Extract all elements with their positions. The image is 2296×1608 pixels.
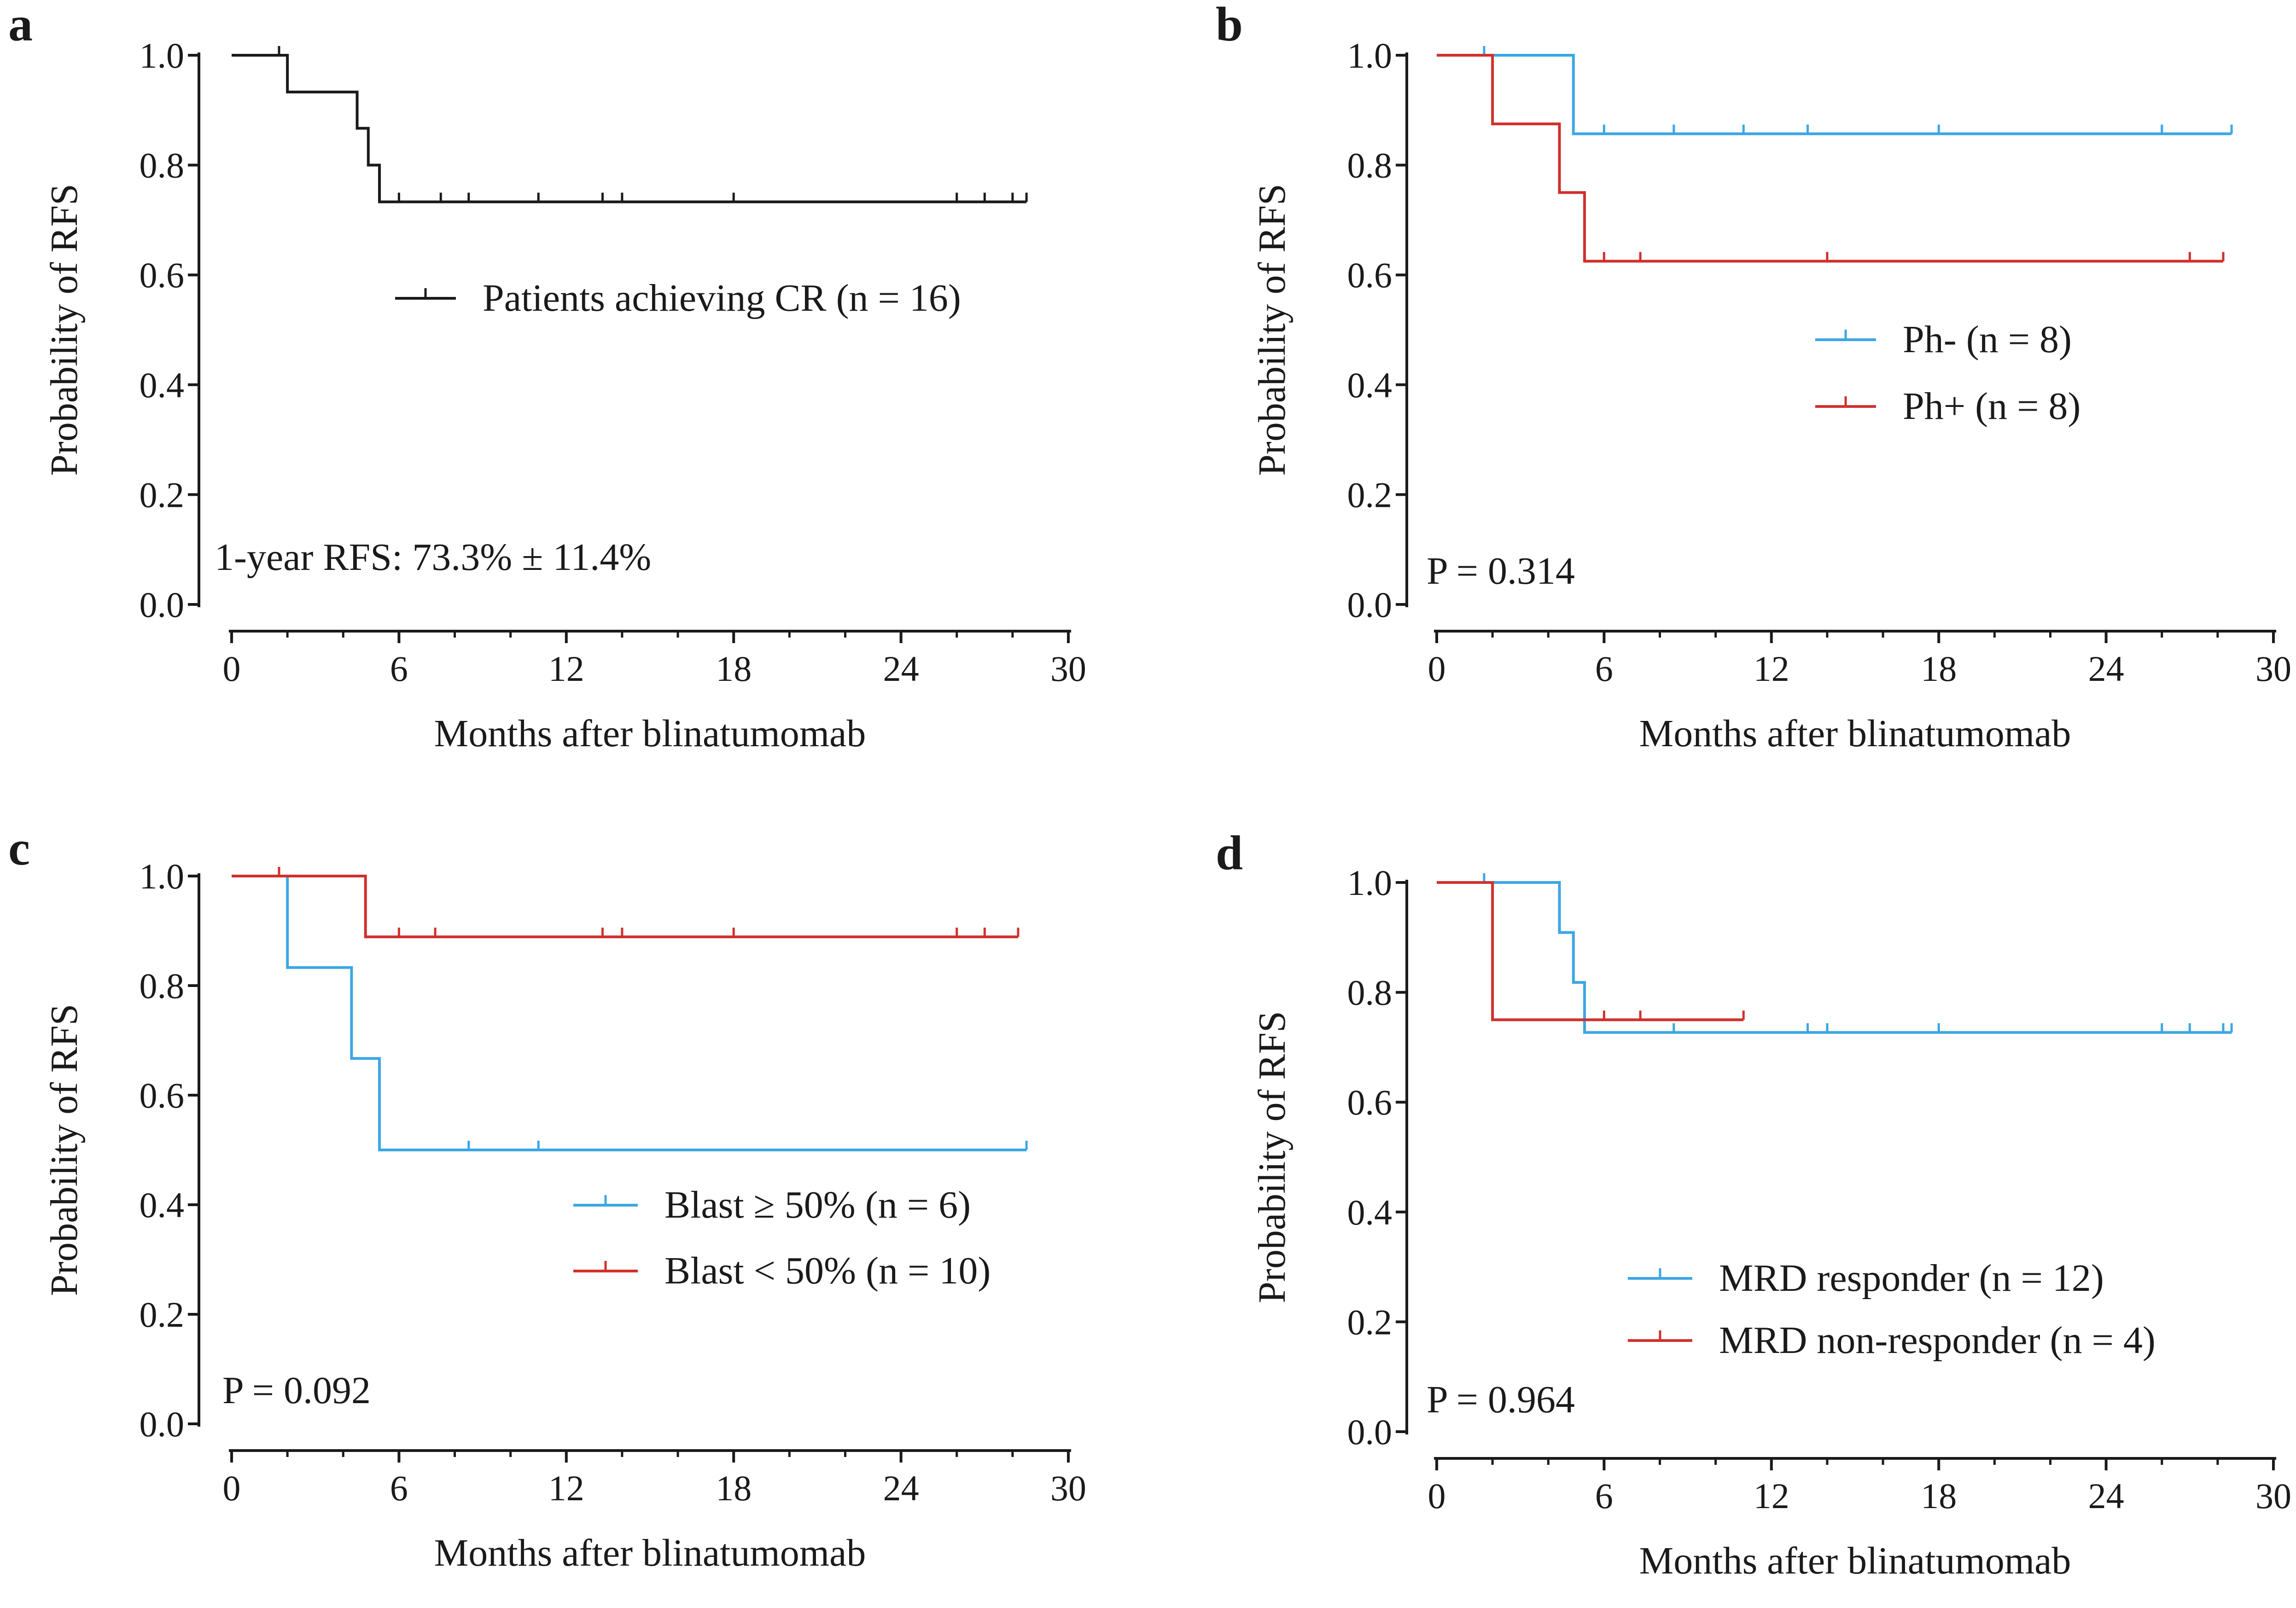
x-axis-title: Months after blinatumomab xyxy=(434,712,866,755)
y-tick-label: 0.8 xyxy=(1347,973,1393,1013)
y-tick-label: 0.0 xyxy=(1347,1412,1393,1452)
panel-letter: a xyxy=(8,0,33,51)
panel-letter: c xyxy=(8,821,30,875)
y-tick-label: 0.2 xyxy=(1347,1302,1393,1342)
x-tick-label: 6 xyxy=(1595,1476,1613,1516)
legend-label: Blast ≥ 50% (n = 6) xyxy=(664,1184,971,1226)
panel-letter: b xyxy=(1216,0,1243,51)
km-step-line xyxy=(232,54,1027,203)
x-tick-label: 6 xyxy=(390,1468,408,1508)
legend: Ph- (n = 8) Ph+ (n = 8) xyxy=(1815,318,2080,428)
legend-label: Patients achieving CR (n = 16) xyxy=(483,277,961,319)
x-tick-label: 12 xyxy=(1754,1476,1789,1516)
y-tick-label: 0.6 xyxy=(140,255,185,295)
x-tick-label: 0 xyxy=(223,1468,241,1508)
series-b-1 xyxy=(1437,46,2233,135)
annotation-text: P = 0.314 xyxy=(1427,550,1575,592)
y-tick-label: 0.4 xyxy=(1347,365,1393,405)
km-step-line xyxy=(1437,881,1744,1022)
annotation-text: 1-year RFS: 73.3% ± 11.4% xyxy=(215,536,651,579)
x-tick-label: 18 xyxy=(716,1468,752,1508)
y-axis-title: Probability of RFS xyxy=(1251,1011,1294,1303)
y-tick-label: 0.0 xyxy=(140,1404,185,1444)
y-tick-label: 0.4 xyxy=(140,365,185,405)
y-tick-label: 1.0 xyxy=(140,35,185,75)
x-tick-label: 30 xyxy=(2255,649,2291,689)
y-tick-label: 0.4 xyxy=(1347,1192,1393,1232)
x-tick-label: 0 xyxy=(1428,649,1446,689)
x-tick-label: 24 xyxy=(883,1468,919,1508)
legend-label: Ph+ (n = 8) xyxy=(1903,385,2080,428)
x-tick-label: 18 xyxy=(716,649,752,689)
panel-c: c 0.0 0.2 0.4 0.6 0.8 1.0 Probability of RFS 0 6 1… xyxy=(8,821,1086,1574)
km-step-line xyxy=(1437,54,2223,263)
y-tick-label: 0.8 xyxy=(140,966,185,1006)
km-step-line xyxy=(1437,54,2232,135)
x-tick-label: 24 xyxy=(2088,1476,2124,1516)
y-tick-label: 0.8 xyxy=(1347,145,1393,186)
x-tick-label: 12 xyxy=(548,649,584,689)
y-tick-label: 0.2 xyxy=(140,475,185,515)
x-axis-title: Months after blinatumomab xyxy=(1639,1539,2071,1582)
y-axis-title: Probability of RFS xyxy=(43,184,86,476)
annotation-text: P = 0.092 xyxy=(222,1369,371,1412)
y-tick-label: 1.0 xyxy=(1347,863,1393,903)
panel-b: b 0.0 0.2 0.4 0.6 0.8 1.0 Probability of RFS 0 6 1… xyxy=(1216,0,2291,755)
x-tick-label: 30 xyxy=(2255,1476,2291,1516)
panel-d: d 0.0 0.2 0.4 0.6 0.8 1.0 Probability of RFS 0 6 1… xyxy=(1216,826,2291,1582)
y-tick-label: 0.0 xyxy=(1347,585,1393,625)
y-axis-title: Probability of RFS xyxy=(43,1004,86,1296)
x-axis-title: Months after blinatumomab xyxy=(434,1532,866,1574)
x-tick-label: 6 xyxy=(1595,649,1613,689)
y-tick-label: 0.6 xyxy=(1347,255,1393,295)
legend-label: Ph- (n = 8) xyxy=(1903,318,2072,361)
x-axis-title: Months after blinatumomab xyxy=(1639,712,2071,755)
legend: MRD responder (n = 12) MRD non-responder … xyxy=(1628,1257,2156,1362)
series-c-1 xyxy=(232,875,1028,1151)
x-tick-label: 0 xyxy=(223,649,241,689)
x-tick-label: 6 xyxy=(390,649,408,689)
y-tick-label: 1.0 xyxy=(140,856,185,896)
x-tick-label: 24 xyxy=(883,649,919,689)
panel-letter: d xyxy=(1216,826,1243,880)
y-tick-label: 1.0 xyxy=(1347,35,1393,75)
y-tick-label: 0.8 xyxy=(140,145,185,186)
legend: Patients achieving CR (n = 16) xyxy=(395,277,961,319)
km-step-line xyxy=(232,875,1018,939)
x-tick-label: 30 xyxy=(1050,649,1086,689)
series-a-1 xyxy=(232,46,1028,203)
annotation-text: P = 0.964 xyxy=(1427,1378,1575,1421)
km-step-line xyxy=(1437,881,2232,1034)
x-tick-label: 0 xyxy=(1428,1476,1446,1516)
y-tick-label: 0.6 xyxy=(140,1075,185,1115)
y-tick-label: 0.6 xyxy=(1347,1082,1393,1122)
legend-label: Blast < 50% (n = 10) xyxy=(664,1249,991,1292)
x-tick-label: 18 xyxy=(1921,649,1957,689)
x-tick-label: 12 xyxy=(548,1468,584,1508)
x-tick-label: 12 xyxy=(1754,649,1789,689)
y-tick-label: 0.2 xyxy=(140,1295,185,1335)
legend: Blast ≥ 50% (n = 6) Blast < 50% (n = 10) xyxy=(573,1184,991,1292)
series-b-2 xyxy=(1437,54,2225,263)
km-step-line xyxy=(232,875,1027,1151)
x-tick-label: 24 xyxy=(2088,649,2124,689)
series-d-1 xyxy=(1437,873,2233,1034)
x-tick-label: 30 xyxy=(1050,1468,1086,1508)
series-d-2 xyxy=(1437,881,1745,1022)
series-c-2 xyxy=(232,867,1020,939)
y-tick-label: 0.4 xyxy=(140,1185,185,1225)
y-axis-title: Probability of RFS xyxy=(1251,184,1294,476)
y-tick-label: 0.0 xyxy=(140,585,185,625)
panel-a: a 0.0 0.2 0.4 0.6 0.8 1.0 Probability of RFS 0 6 1… xyxy=(8,0,1086,755)
y-tick-label: 0.2 xyxy=(1347,475,1393,515)
legend-label: MRD responder (n = 12) xyxy=(1719,1257,2104,1300)
legend-label: MRD non-responder (n = 4) xyxy=(1719,1319,2156,1362)
x-tick-label: 18 xyxy=(1921,1476,1957,1516)
